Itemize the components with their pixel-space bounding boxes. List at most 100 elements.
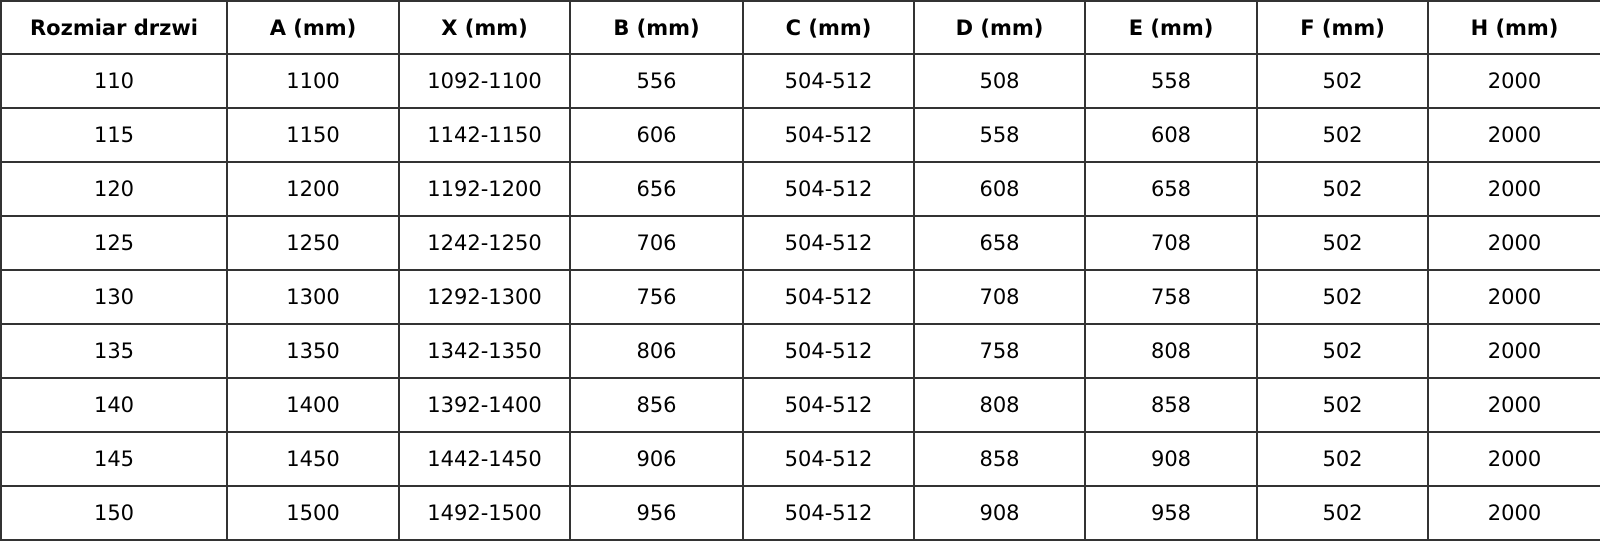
table-cell: 956	[569, 485, 744, 541]
table-cell: 806	[569, 323, 744, 379]
table-row: 150 1500 1492-1500 956 504-512 908 958 502 2000	[0, 485, 1600, 541]
table-cell: 1400	[226, 377, 400, 433]
table-cell: 556	[569, 53, 744, 109]
table-cell: 858	[913, 431, 1086, 487]
table-row: 135 1350 1342-1350 806 504-512 758 808 502 2000	[0, 323, 1600, 379]
table-cell: 706	[569, 215, 744, 271]
table-cell: 558	[913, 107, 1086, 163]
header-row: Rozmiar drzwi A (mm) X (mm) B (mm) C (mm) D (…	[0, 0, 1600, 55]
table-cell: 2000	[1427, 161, 1600, 217]
table-cell: 1492-1500	[398, 485, 571, 541]
table-cell: 1500	[226, 485, 400, 541]
table-cell: 558	[1084, 53, 1258, 109]
table-cell: 658	[913, 215, 1086, 271]
table-cell: 608	[1084, 107, 1258, 163]
column-header: Rozmiar drzwi	[0, 0, 228, 55]
table-cell: 2000	[1427, 431, 1600, 487]
table-row: 120 1200 1192-1200 656 504-512 608 658 502 2000	[0, 161, 1600, 217]
table-cell: 1200	[226, 161, 400, 217]
table-cell: 2000	[1427, 323, 1600, 379]
table-cell: 504-512	[742, 269, 915, 325]
table-cell: 608	[913, 161, 1086, 217]
column-header: D (mm)	[913, 0, 1086, 55]
table-cell: 2000	[1427, 107, 1600, 163]
table-cell: 504-512	[742, 215, 915, 271]
table-cell: 508	[913, 53, 1086, 109]
table-cell: 1150	[226, 107, 400, 163]
table-cell: 758	[913, 323, 1086, 379]
table-cell: 120	[0, 161, 228, 217]
table-cell: 145	[0, 431, 228, 487]
table-cell: 908	[1084, 431, 1258, 487]
table-row: 110 1100 1092-1100 556 504-512 508 558 502 2000	[0, 53, 1600, 109]
table-cell: 1300	[226, 269, 400, 325]
table-cell: 908	[913, 485, 1086, 541]
table-cell: 1442-1450	[398, 431, 571, 487]
table-cell: 658	[1084, 161, 1258, 217]
table-cell: 1092-1100	[398, 53, 571, 109]
table-cell: 2000	[1427, 377, 1600, 433]
table-cell: 504-512	[742, 323, 915, 379]
table-cell: 906	[569, 431, 744, 487]
table-cell: 1250	[226, 215, 400, 271]
table-cell: 502	[1256, 107, 1429, 163]
table-cell: 125	[0, 215, 228, 271]
table-cell: 2000	[1427, 269, 1600, 325]
table-cell: 708	[1084, 215, 1258, 271]
table-cell: 758	[1084, 269, 1258, 325]
table-cell: 502	[1256, 431, 1429, 487]
table-cell: 808	[913, 377, 1086, 433]
column-header: E (mm)	[1084, 0, 1258, 55]
table-cell: 1342-1350	[398, 323, 571, 379]
table-cell: 808	[1084, 323, 1258, 379]
table-cell: 856	[569, 377, 744, 433]
table-cell: 2000	[1427, 53, 1600, 109]
table-cell: 1392-1400	[398, 377, 571, 433]
table-cell: 502	[1256, 53, 1429, 109]
table-cell: 130	[0, 269, 228, 325]
table-cell: 504-512	[742, 161, 915, 217]
column-header: A (mm)	[226, 0, 400, 55]
table-cell: 135	[0, 323, 228, 379]
table-cell: 1292-1300	[398, 269, 571, 325]
table-row: 125 1250 1242-1250 706 504-512 658 708 502 2000	[0, 215, 1600, 271]
table-cell: 756	[569, 269, 744, 325]
table-cell: 1192-1200	[398, 161, 571, 217]
table-cell: 115	[0, 107, 228, 163]
table-cell: 958	[1084, 485, 1258, 541]
table-cell: 1100	[226, 53, 400, 109]
table-cell: 504-512	[742, 53, 915, 109]
column-header: H (mm)	[1427, 0, 1600, 55]
table-row: 140 1400 1392-1400 856 504-512 808 858 502 2000	[0, 377, 1600, 433]
table-row: 115 1150 1142-1150 606 504-512 558 608 502 2000	[0, 107, 1600, 163]
table-cell: 140	[0, 377, 228, 433]
column-header: B (mm)	[569, 0, 744, 55]
table-cell: 504-512	[742, 107, 915, 163]
column-header: F (mm)	[1256, 0, 1429, 55]
table-row: 130 1300 1292-1300 756 504-512 708 758 502 2000	[0, 269, 1600, 325]
column-header: C (mm)	[742, 0, 915, 55]
table-cell: 708	[913, 269, 1086, 325]
table-cell: 502	[1256, 161, 1429, 217]
table-cell: 504-512	[742, 485, 915, 541]
table-cell: 1242-1250	[398, 215, 571, 271]
table-cell: 1350	[226, 323, 400, 379]
table-cell: 606	[569, 107, 744, 163]
table-cell: 1142-1150	[398, 107, 571, 163]
table-cell: 858	[1084, 377, 1258, 433]
table-cell: 2000	[1427, 485, 1600, 541]
table-cell: 502	[1256, 215, 1429, 271]
table-cell: 110	[0, 53, 228, 109]
table-cell: 150	[0, 485, 228, 541]
table-cell: 2000	[1427, 215, 1600, 271]
table-cell: 504-512	[742, 431, 915, 487]
table-cell: 502	[1256, 323, 1429, 379]
table-cell: 502	[1256, 485, 1429, 541]
table-cell: 502	[1256, 377, 1429, 433]
table-row: 145 1450 1442-1450 906 504-512 858 908 502 2000	[0, 431, 1600, 487]
table-cell: 1450	[226, 431, 400, 487]
table-cell: 504-512	[742, 377, 915, 433]
table-cell: 656	[569, 161, 744, 217]
column-header: X (mm)	[398, 0, 571, 55]
